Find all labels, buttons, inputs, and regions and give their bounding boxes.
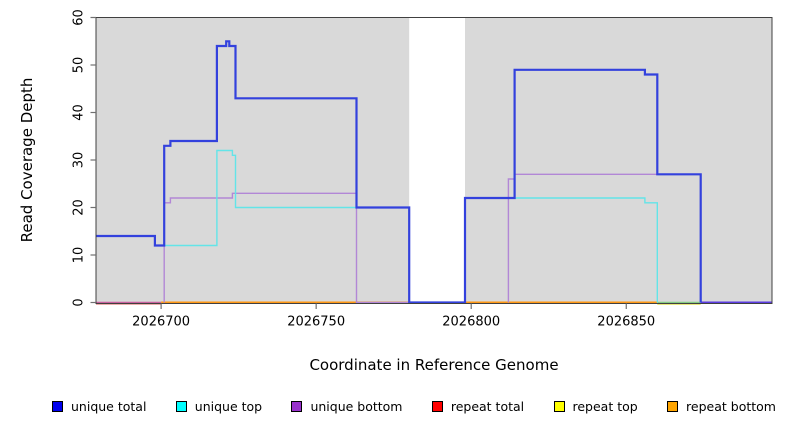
y-tick-label: 30	[72, 152, 87, 169]
legend-swatch-unique-top	[175, 401, 187, 412]
series-line-unique-top	[514, 197, 658, 303]
y-tick-label: 0	[72, 298, 87, 306]
y-tick-label: 40	[72, 104, 87, 121]
legend-label: unique top	[194, 399, 263, 414]
legend-label: repeat bottom	[686, 399, 776, 414]
y-tick-label: 60	[72, 9, 87, 26]
y-tick-label: 10	[72, 247, 87, 264]
series-line-unique-total	[96, 40, 702, 304]
series-line-unique-top	[164, 149, 357, 247]
legend-swatch-repeat-top	[553, 401, 565, 412]
legend-label: repeat top	[572, 399, 638, 414]
y-tick-label: 20	[72, 199, 87, 216]
legend-label: unique bottom	[310, 399, 403, 414]
x-tick-label: 2026850	[597, 315, 655, 330]
legend-swatch-unique-bottom	[291, 401, 303, 412]
legend: unique total unique top unique bottom repea…	[52, 399, 776, 414]
no-data-band	[409, 18, 466, 303]
legend-swatch-repeat-bottom	[667, 401, 679, 412]
legend-label: unique total	[71, 399, 147, 414]
y-tick-label: 50	[72, 57, 87, 74]
legend-swatch-repeat-total	[431, 401, 443, 412]
legend-label: repeat total	[450, 399, 525, 414]
legend-item-unique-bottom: unique bottom	[291, 399, 403, 414]
x-tick-label: 2026750	[287, 315, 345, 330]
y-axis-title: Read Coverage Depth	[18, 77, 36, 243]
legend-swatch-unique-total	[52, 401, 63, 412]
legend-item-unique-total: unique total	[52, 399, 146, 414]
legend-item-repeat-total: repeat total	[431, 399, 525, 414]
x-tick-label: 2026700	[132, 315, 190, 330]
legend-item-repeat-bottom: repeat bottom	[667, 399, 776, 414]
legend-item-repeat-top: repeat top	[553, 399, 638, 414]
legend-item-unique-top: unique top	[175, 399, 263, 414]
x-tick-label: 2026800	[442, 315, 500, 330]
x-axis-title: Coordinate in Reference Genome	[309, 356, 559, 374]
series-line-unique-bottom	[163, 192, 410, 304]
